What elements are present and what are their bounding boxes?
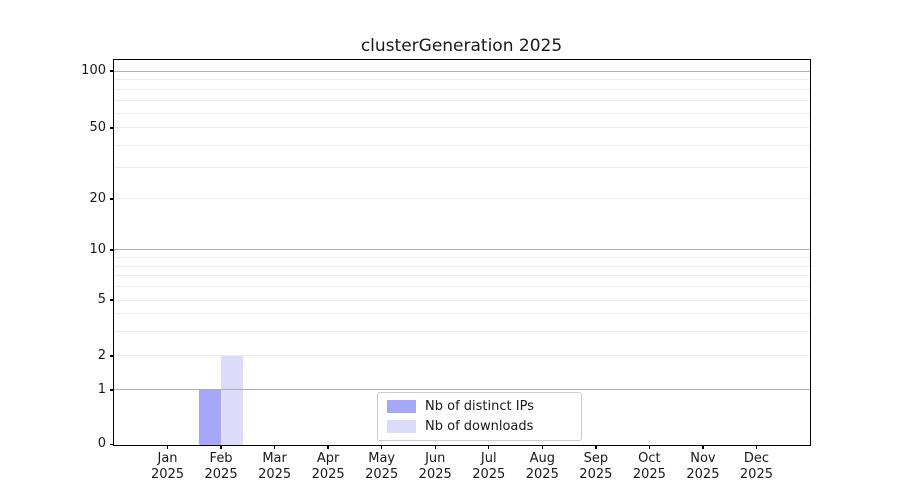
y-axis-tick-label: 20 xyxy=(89,190,106,206)
y-axis-tick xyxy=(110,198,114,200)
y-axis-tick-label: 100 xyxy=(81,63,106,78)
x-axis-tick xyxy=(755,445,758,449)
y-gridline xyxy=(114,127,810,129)
legend-label: Nb of downloads xyxy=(425,419,534,434)
chart-title: clusterGeneration 2025 xyxy=(360,36,563,56)
plot-area: Nb of distinct IPs Nb of downloads 0 1 2 5 1… xyxy=(81,59,811,482)
y-gridline xyxy=(114,355,810,357)
legend-label: Nb of distinct IPs xyxy=(425,399,534,414)
bar-nb-of-distinct-ips-feb xyxy=(199,390,222,445)
x-axis-tick xyxy=(595,445,597,449)
legend-item-distinct-ips: Nb of distinct IPs xyxy=(387,399,572,414)
x-axis-tick-label: Sep 2025 xyxy=(579,451,613,482)
y-gridline xyxy=(114,265,810,267)
x-axis-tick-label: Mar 2025 xyxy=(258,451,292,482)
x-axis-tick xyxy=(327,445,329,449)
x-axis-tick-label: Apr 2025 xyxy=(311,451,345,482)
x-axis-tick xyxy=(380,445,383,449)
x-axis-tick-label: May 2025 xyxy=(365,451,399,482)
y-gridline xyxy=(114,112,810,114)
x-axis-tick xyxy=(434,445,436,449)
y-gridline xyxy=(114,198,810,200)
x-axis-tick-label: Dec 2025 xyxy=(739,451,773,482)
x-axis-tick xyxy=(648,445,651,449)
x-axis-tick-label: Aug 2025 xyxy=(525,451,559,482)
legend-swatch-icon xyxy=(387,420,416,433)
x-axis-tick xyxy=(220,445,222,449)
x-axis-tick-label: Jun 2025 xyxy=(418,451,452,482)
y-gridline xyxy=(114,88,810,90)
y-gridline xyxy=(114,70,810,72)
x-axis-tick-label: Jul 2025 xyxy=(472,451,506,482)
y-axis-tick xyxy=(110,389,114,391)
y-gridline xyxy=(114,257,810,259)
y-axis-tick xyxy=(110,355,114,357)
y-gridline xyxy=(114,389,810,391)
y-gridline xyxy=(114,286,810,288)
x-axis-tick xyxy=(166,445,169,449)
y-axis-tick-label: 50 xyxy=(89,119,106,135)
y-axis-tick-label: 2 xyxy=(97,347,106,363)
y-axis-tick-label: 1 xyxy=(97,381,106,397)
y-axis-tick-label: 10 xyxy=(89,241,106,257)
y-gridline xyxy=(114,249,810,251)
y-gridline xyxy=(114,79,810,81)
x-axis-tick xyxy=(273,445,276,449)
y-gridline xyxy=(114,99,810,101)
x-axis-tick xyxy=(488,445,490,449)
x-axis-tick-label: Jan 2025 xyxy=(150,451,185,482)
legend: Nb of distinct IPs Nb of downloads xyxy=(377,392,582,441)
y-gridline xyxy=(114,275,810,277)
y-gridline xyxy=(114,313,810,315)
x-axis-tick-label: Oct 2025 xyxy=(632,451,666,482)
x-axis-tick-label: Nov 2025 xyxy=(686,451,720,482)
bar-nb-of-downloads-feb xyxy=(221,356,244,445)
x-axis-tick xyxy=(541,445,543,449)
legend-item-downloads: Nb of downloads xyxy=(387,419,572,434)
legend-swatch-icon xyxy=(387,400,416,413)
y-gridline xyxy=(114,330,810,332)
y-gridline xyxy=(114,144,810,146)
y-axis-tick xyxy=(110,299,114,301)
y-gridline xyxy=(114,299,810,301)
y-axis-tick xyxy=(110,249,114,251)
y-axis-tick-label: 5 xyxy=(97,292,106,307)
x-axis-tick xyxy=(702,445,704,449)
y-axis-tick-label: 0 xyxy=(97,436,106,452)
y-axis-tick xyxy=(110,70,114,72)
x-axis-tick-label: Feb 2025 xyxy=(204,451,238,482)
y-axis-tick xyxy=(110,443,114,446)
y-axis-tick xyxy=(110,127,114,129)
y-gridline xyxy=(114,167,810,169)
